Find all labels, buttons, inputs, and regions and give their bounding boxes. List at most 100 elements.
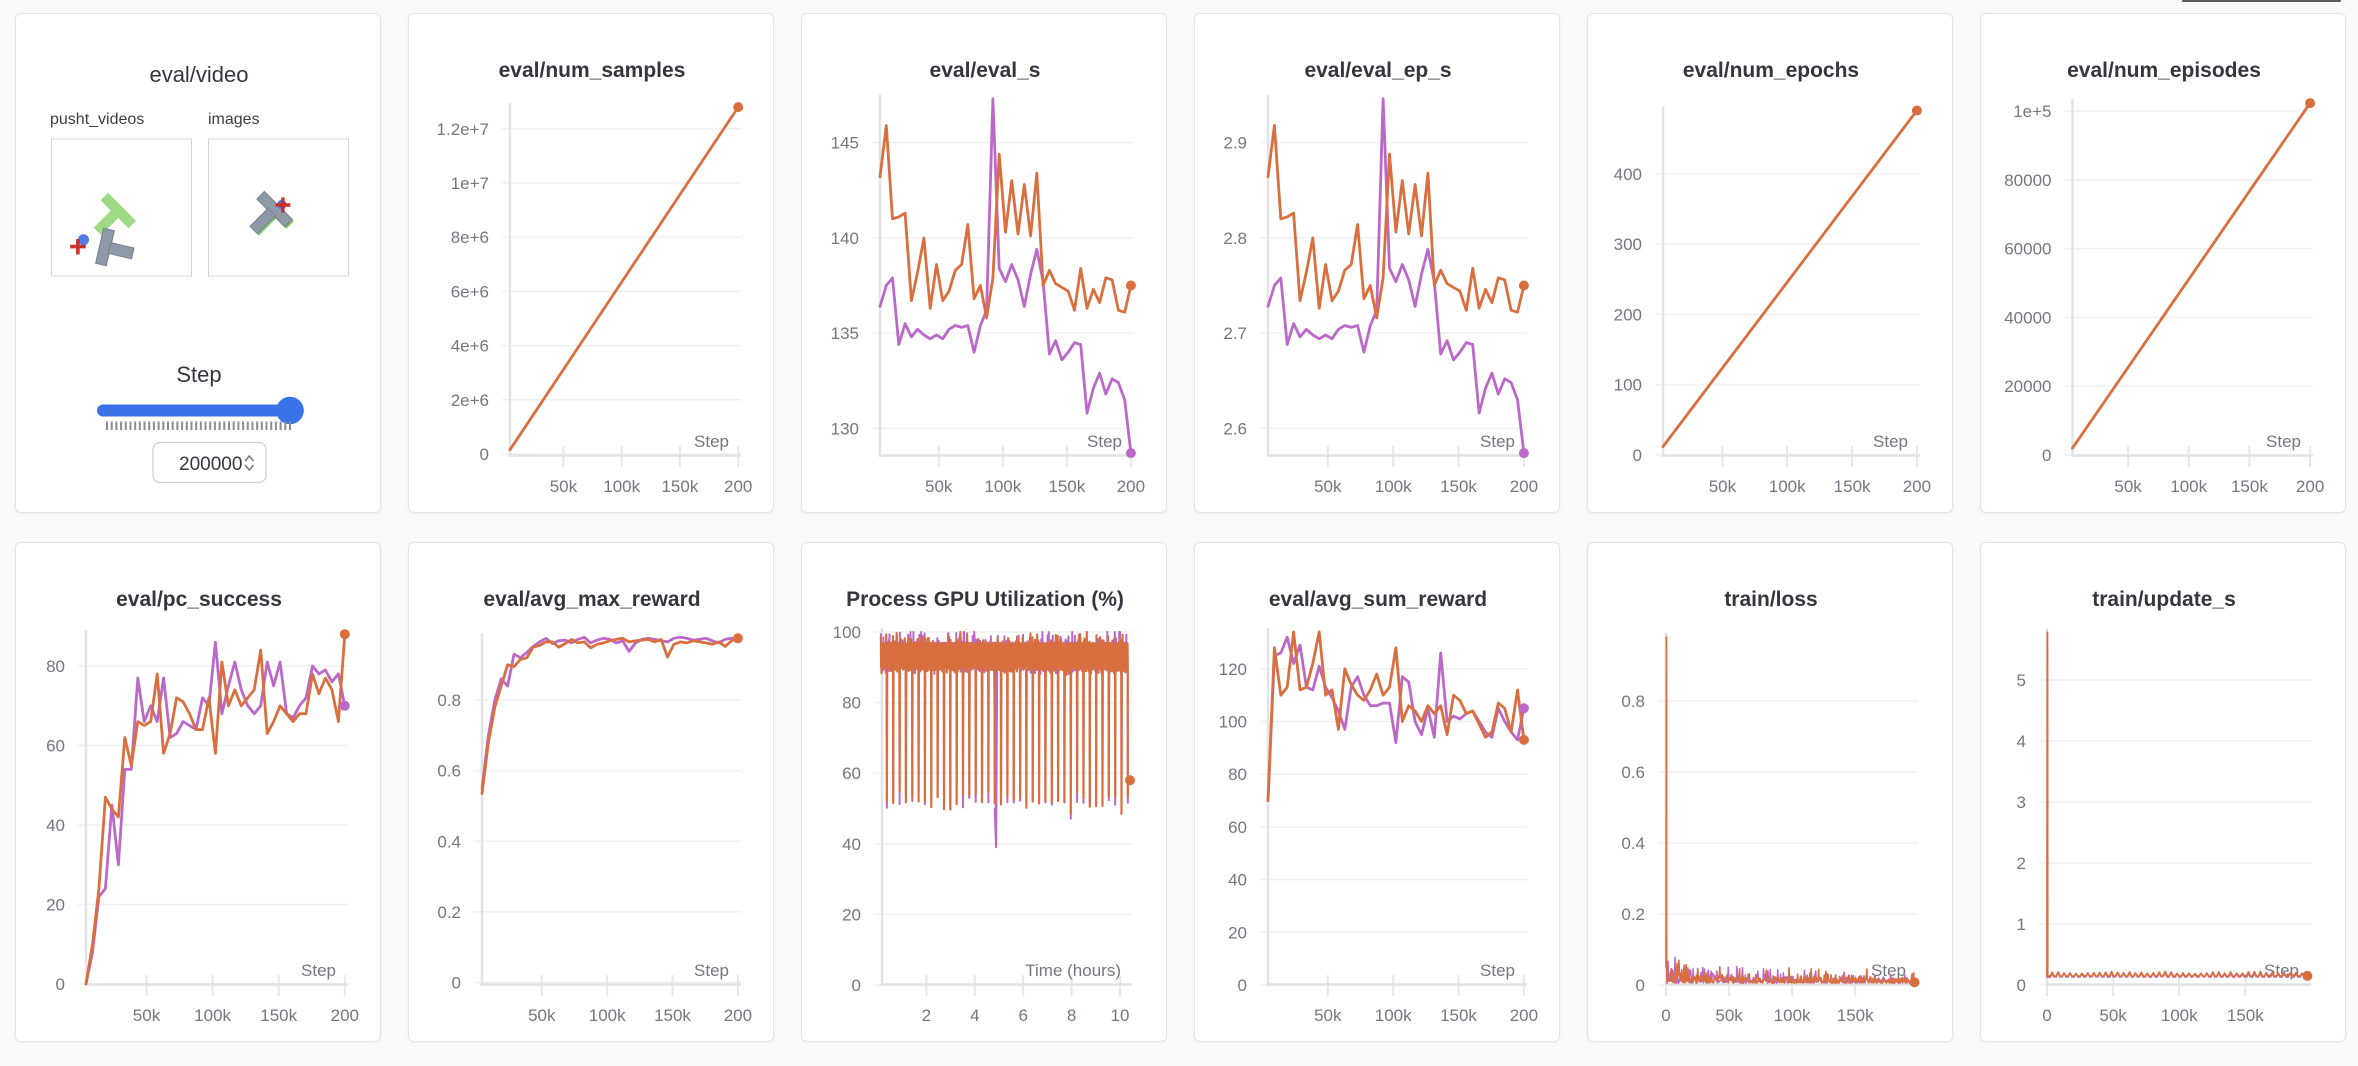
svg-text:60: 60 — [1228, 818, 1247, 837]
svg-text:Step: Step — [1480, 432, 1515, 451]
svg-text:0: 0 — [2017, 976, 2026, 995]
svg-text:4: 4 — [2017, 732, 2026, 751]
svg-text:80: 80 — [1228, 765, 1247, 784]
svg-text:80: 80 — [46, 657, 65, 676]
svg-text:130: 130 — [831, 419, 859, 438]
svg-text:0: 0 — [1636, 976, 1645, 995]
svg-text:1e+7: 1e+7 — [451, 174, 489, 193]
svg-text:1.2e+7: 1.2e+7 — [437, 120, 489, 139]
svg-text:eval/num_episodes: eval/num_episodes — [2067, 59, 2261, 82]
svg-text:150k: 150k — [1048, 477, 1085, 496]
svg-text:eval/eval_s: eval/eval_s — [930, 59, 1041, 82]
svg-text:10: 10 — [1111, 1006, 1130, 1025]
svg-text:0.6: 0.6 — [1621, 763, 1645, 782]
svg-text:100k: 100k — [1774, 1006, 1811, 1025]
svg-text:150k: 150k — [1837, 1006, 1874, 1025]
svg-text:150k: 150k — [2231, 477, 2268, 496]
svg-text:0: 0 — [852, 976, 861, 995]
svg-text:100k: 100k — [194, 1006, 231, 1025]
svg-text:4e+6: 4e+6 — [451, 337, 489, 356]
svg-text:2.8: 2.8 — [1223, 229, 1247, 248]
svg-text:2: 2 — [2017, 854, 2026, 873]
svg-text:20: 20 — [46, 896, 65, 915]
svg-text:80: 80 — [842, 694, 861, 713]
svg-text:train/loss: train/loss — [1724, 588, 1817, 611]
svg-text:60000: 60000 — [2004, 240, 2051, 259]
svg-text:150k: 150k — [654, 1006, 691, 1025]
svg-text:100k: 100k — [2170, 477, 2207, 496]
svg-text:80000: 80000 — [2004, 171, 2051, 190]
svg-text:100k: 100k — [1375, 1006, 1412, 1025]
svg-text:eval/avg_max_reward: eval/avg_max_reward — [483, 588, 700, 611]
svg-text:0: 0 — [56, 975, 65, 994]
svg-text:40: 40 — [842, 835, 861, 854]
svg-text:5: 5 — [2017, 671, 2026, 690]
svg-text:20: 20 — [1228, 923, 1247, 942]
svg-text:50k: 50k — [1314, 1006, 1342, 1025]
svg-text:Step: Step — [1480, 961, 1515, 980]
svg-text:Step: Step — [2266, 432, 2301, 451]
svg-text:eval/avg_sum_reward: eval/avg_sum_reward — [1269, 588, 1487, 611]
svg-text:0.2: 0.2 — [437, 903, 461, 922]
svg-text:100: 100 — [833, 623, 861, 642]
svg-text:100k: 100k — [589, 1006, 626, 1025]
svg-text:0: 0 — [1238, 976, 1247, 995]
svg-text:2: 2 — [922, 1006, 931, 1025]
svg-text:Step: Step — [1873, 432, 1908, 451]
svg-text:60: 60 — [842, 764, 861, 783]
svg-text:eval/pc_success: eval/pc_success — [116, 588, 282, 611]
svg-text:0: 0 — [2042, 1006, 2051, 1025]
svg-text:eval/eval_ep_s: eval/eval_ep_s — [1304, 59, 1451, 82]
svg-text:200: 200 — [724, 477, 752, 496]
svg-text:200: 200 — [1510, 1006, 1538, 1025]
svg-text:100: 100 — [1219, 713, 1247, 732]
svg-text:200000: 200000 — [179, 454, 242, 475]
svg-text:eval/num_epochs: eval/num_epochs — [1683, 59, 1859, 82]
svg-text:2.9: 2.9 — [1223, 134, 1247, 153]
svg-text:8e+6: 8e+6 — [451, 228, 489, 247]
svg-text:20000: 20000 — [2004, 377, 2051, 396]
svg-text:2.7: 2.7 — [1223, 324, 1247, 343]
svg-text:20: 20 — [842, 905, 861, 924]
svg-text:150k: 150k — [1834, 477, 1871, 496]
svg-text:6: 6 — [1018, 1006, 1027, 1025]
svg-text:200: 200 — [2296, 477, 2324, 496]
svg-text:100k: 100k — [984, 477, 1021, 496]
svg-text:0: 0 — [452, 974, 461, 993]
svg-text:0.8: 0.8 — [1621, 692, 1645, 711]
svg-text:100k: 100k — [2161, 1006, 2198, 1025]
svg-text:images: images — [208, 111, 260, 128]
svg-text:Step: Step — [694, 961, 729, 980]
svg-text:Step: Step — [1871, 961, 1906, 980]
svg-text:Step: Step — [694, 432, 729, 451]
svg-text:0.8: 0.8 — [437, 691, 461, 710]
svg-text:eval/num_samples: eval/num_samples — [499, 59, 686, 82]
svg-text:100: 100 — [1614, 376, 1642, 395]
svg-text:0: 0 — [480, 445, 489, 464]
svg-text:145: 145 — [831, 134, 859, 153]
svg-text:Step: Step — [1087, 432, 1122, 451]
svg-text:pusht_videos: pusht_videos — [50, 111, 144, 128]
svg-text:4: 4 — [970, 1006, 979, 1025]
svg-text:100k: 100k — [603, 477, 640, 496]
svg-text:200: 200 — [1614, 305, 1642, 324]
svg-text:150k: 150k — [260, 1006, 297, 1025]
svg-text:200: 200 — [1117, 477, 1145, 496]
svg-text:50k: 50k — [2114, 477, 2142, 496]
svg-text:eval/video: eval/video — [149, 62, 248, 87]
svg-text:2e+6: 2e+6 — [451, 391, 489, 410]
svg-text:100k: 100k — [1769, 477, 1806, 496]
svg-text:0: 0 — [1661, 1006, 1670, 1025]
svg-text:40: 40 — [46, 816, 65, 835]
svg-text:140: 140 — [831, 229, 859, 248]
svg-text:150k: 150k — [1440, 477, 1477, 496]
svg-text:50k: 50k — [1715, 1006, 1743, 1025]
svg-text:400: 400 — [1614, 165, 1642, 184]
svg-text:1e+5: 1e+5 — [2013, 102, 2051, 121]
svg-text:train/update_s: train/update_s — [2092, 588, 2236, 611]
svg-text:Process GPU Utilization (%): Process GPU Utilization (%) — [846, 588, 1124, 611]
svg-text:100k: 100k — [1375, 477, 1412, 496]
svg-text:8: 8 — [1067, 1006, 1076, 1025]
svg-text:40000: 40000 — [2004, 308, 2051, 327]
svg-text:150k: 150k — [1440, 1006, 1477, 1025]
